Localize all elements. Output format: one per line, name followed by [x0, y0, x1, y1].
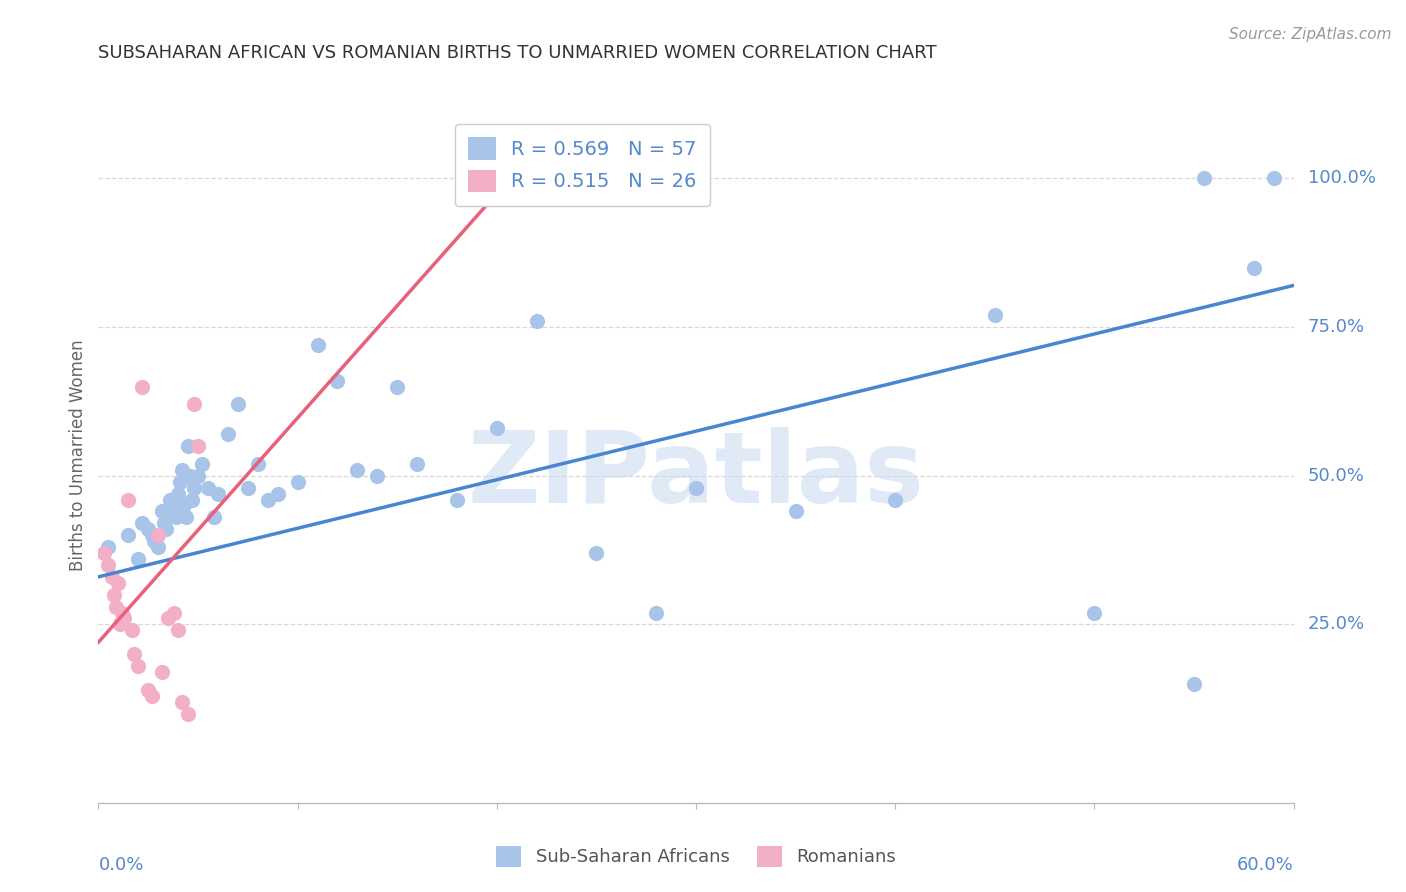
Point	[131, 379, 153, 393]
Text: 0.0%: 0.0%	[98, 856, 143, 874]
Point	[485, 421, 508, 435]
Point	[485, 171, 508, 186]
Point	[141, 689, 163, 703]
Point	[287, 475, 309, 489]
Point	[1263, 171, 1285, 186]
Point	[111, 606, 134, 620]
Point	[207, 486, 229, 500]
Point	[187, 468, 209, 483]
Point	[267, 486, 290, 500]
Point	[179, 468, 201, 483]
Point	[124, 647, 146, 661]
Point	[157, 510, 180, 524]
Point	[785, 504, 807, 518]
Point	[101, 570, 124, 584]
Point	[526, 314, 548, 328]
Point	[197, 481, 219, 495]
Point	[685, 481, 707, 495]
Point	[385, 379, 409, 393]
Point	[172, 695, 194, 709]
Point	[117, 492, 139, 507]
Point	[183, 397, 205, 411]
Point	[1083, 606, 1105, 620]
Text: 25.0%: 25.0%	[1308, 615, 1365, 633]
Point	[307, 338, 329, 352]
Point	[103, 588, 125, 602]
Legend: Sub-Saharan Africans, Romanians: Sub-Saharan Africans, Romanians	[489, 838, 903, 874]
Point	[236, 481, 259, 495]
Point	[366, 468, 388, 483]
Point	[153, 516, 176, 531]
Point	[159, 492, 181, 507]
Text: 100.0%: 100.0%	[1308, 169, 1376, 187]
Point	[131, 516, 153, 531]
Point	[172, 463, 194, 477]
Text: Source: ZipAtlas.com: Source: ZipAtlas.com	[1229, 27, 1392, 42]
Point	[202, 510, 225, 524]
Text: 75.0%: 75.0%	[1308, 318, 1365, 336]
Point	[148, 528, 170, 542]
Point	[177, 439, 200, 453]
Point	[884, 492, 907, 507]
Point	[157, 611, 180, 625]
Point	[165, 510, 187, 524]
Point	[406, 457, 429, 471]
Point	[191, 457, 214, 471]
Point	[983, 308, 1005, 322]
Text: ZIPatlas: ZIPatlas	[468, 427, 924, 524]
Point	[187, 439, 209, 453]
Point	[1192, 171, 1215, 186]
Point	[173, 499, 195, 513]
Point	[127, 659, 149, 673]
Point	[107, 575, 129, 590]
Point	[141, 528, 163, 542]
Point	[97, 540, 120, 554]
Point	[110, 617, 132, 632]
Text: 50.0%: 50.0%	[1308, 467, 1365, 484]
Text: 60.0%: 60.0%	[1237, 856, 1294, 874]
Point	[346, 463, 368, 477]
Point	[150, 665, 173, 679]
Point	[226, 397, 249, 411]
Point	[136, 522, 159, 536]
Point	[148, 540, 170, 554]
Point	[256, 492, 278, 507]
Point	[127, 552, 149, 566]
Point	[150, 504, 173, 518]
Point	[136, 682, 159, 697]
Point	[177, 706, 200, 721]
Point	[1182, 677, 1205, 691]
Point	[155, 522, 177, 536]
Point	[326, 374, 349, 388]
Point	[446, 492, 468, 507]
Point	[163, 606, 186, 620]
Point	[645, 606, 668, 620]
Point	[160, 499, 183, 513]
Point	[217, 427, 239, 442]
Point	[121, 624, 143, 638]
Point	[105, 599, 128, 614]
Point	[183, 481, 205, 495]
Point	[143, 534, 166, 549]
Point	[1243, 260, 1265, 275]
Point	[585, 546, 607, 560]
Y-axis label: Births to Unmarried Women: Births to Unmarried Women	[69, 339, 87, 571]
Point	[181, 492, 204, 507]
Point	[167, 486, 190, 500]
Point	[97, 558, 120, 572]
Point	[169, 475, 191, 489]
Point	[174, 510, 197, 524]
Point	[93, 546, 115, 560]
Point	[117, 528, 139, 542]
Text: SUBSAHARAN AFRICAN VS ROMANIAN BIRTHS TO UNMARRIED WOMEN CORRELATION CHART: SUBSAHARAN AFRICAN VS ROMANIAN BIRTHS TO…	[98, 45, 936, 62]
Point	[167, 624, 190, 638]
Point	[246, 457, 269, 471]
Point	[112, 611, 135, 625]
Point	[163, 504, 186, 518]
